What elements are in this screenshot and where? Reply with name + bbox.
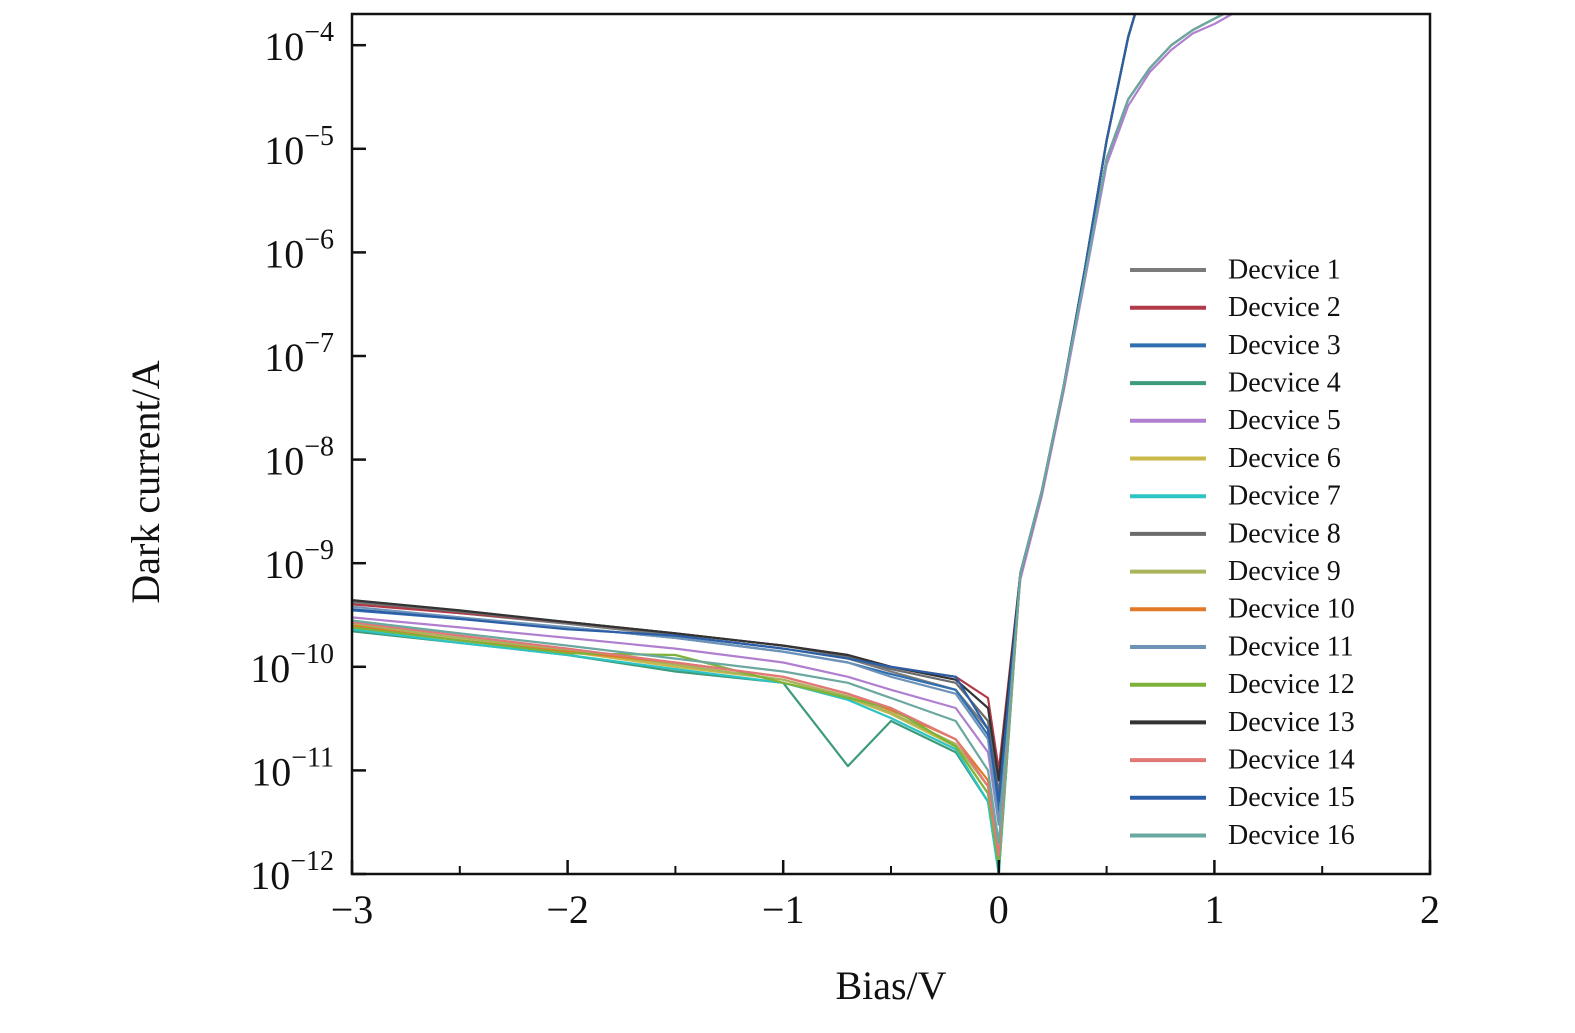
legend-label: Decvice 7 [1228, 481, 1341, 512]
y-tick-label: 10−8 [264, 432, 334, 484]
legend-label: Decvice 12 [1228, 669, 1355, 700]
legend-label: Decvice 13 [1228, 707, 1355, 738]
series-line [352, 14, 1137, 857]
series-line [352, 14, 1137, 826]
y-tick-label: 10−7 [264, 328, 334, 380]
x-axis-label: Bias/V [835, 963, 946, 1008]
legend-label: Decvice 6 [1228, 443, 1341, 474]
x-tick-label: 0 [989, 887, 1009, 932]
y-axis-label: Dark current/A [123, 360, 168, 603]
legend-label: Decvice 15 [1228, 782, 1355, 813]
y-tick-label: 10−6 [264, 225, 334, 277]
legend-label: Decvice 16 [1228, 820, 1355, 851]
legend-label: Decvice 1 [1228, 254, 1341, 285]
legend-label: Decvice 14 [1228, 745, 1355, 776]
x-tick-label: −2 [546, 887, 589, 932]
series-line [352, 14, 1227, 874]
series-line [352, 14, 1137, 813]
series-line [352, 14, 1137, 867]
legend-label: Decvice 10 [1228, 594, 1355, 625]
y-tick-label: 10−10 [250, 639, 334, 691]
x-tick-label: −3 [331, 887, 374, 932]
series-line [352, 14, 1137, 782]
legend-label: Decvice 5 [1228, 405, 1341, 436]
legend-label: Decvice 2 [1228, 292, 1341, 323]
legend-label: Decvice 4 [1228, 368, 1341, 399]
y-tick-label: 10−9 [264, 536, 334, 588]
y-tick-label: 10−5 [264, 121, 334, 173]
series-line [352, 14, 1227, 844]
series-line [352, 14, 1235, 826]
series-line [352, 14, 1227, 772]
legend-label: Decvice 9 [1228, 556, 1341, 587]
series-line [352, 14, 1137, 867]
x-tick-label: 1 [1204, 887, 1224, 932]
x-tick-label: 2 [1420, 887, 1440, 932]
series-line [352, 14, 1137, 857]
y-tick-label: 10−11 [251, 743, 334, 795]
legend-label: Decvice 8 [1228, 518, 1341, 549]
legend-label: Decvice 3 [1228, 330, 1341, 361]
legend-label: Decvice 11 [1228, 631, 1354, 662]
plot-lines [352, 14, 1235, 874]
series-line [352, 14, 1137, 874]
series-line [352, 14, 1137, 857]
x-tick-label: −1 [762, 887, 805, 932]
y-tick-label: 10−12 [250, 846, 334, 898]
y-tick-label: 10−4 [264, 18, 334, 70]
